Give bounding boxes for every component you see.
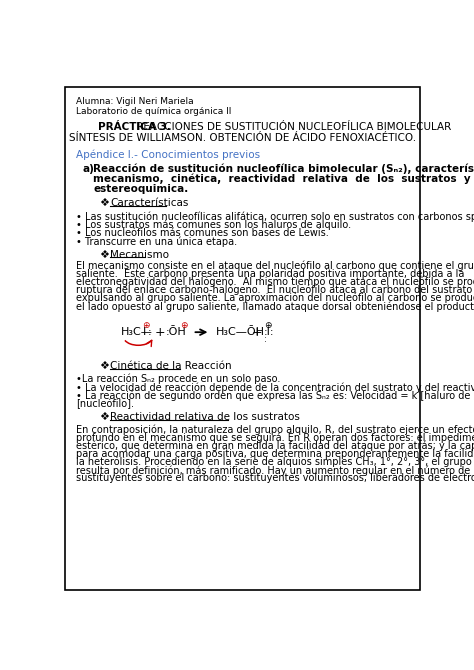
Text: H₃C—ŌH: H₃C—ŌH <box>216 327 265 337</box>
Text: ❖: ❖ <box>100 412 109 422</box>
Text: ⊕: ⊕ <box>264 321 271 330</box>
Text: Reacción de sustitución nucleofílica bimolecular (Sₙ₂), características,: Reacción de sustitución nucleofílica bim… <box>93 163 474 174</box>
Text: ⊕: ⊕ <box>142 321 150 330</box>
Text: estérico, que determina en gran medida la facilidad del ataque por atrás; y la c: estérico, que determina en gran medida l… <box>76 441 474 452</box>
Text: sustituyentes sobre el carbono: sustituyentes voluminosos, liberadores de electr: sustituyentes sobre el carbono: sustituy… <box>76 473 474 483</box>
Text: • Los sustratos más comunes son los haluros de alquilo.: • Los sustratos más comunes son los halu… <box>76 220 351 230</box>
Text: PRÁCTICA 3.: PRÁCTICA 3. <box>98 122 171 132</box>
Text: a): a) <box>82 163 94 174</box>
Text: [nucleófilo].: [nucleófilo]. <box>76 399 134 409</box>
Text: Alumna: Vigil Neri Mariela: Alumna: Vigil Neri Mariela <box>76 97 194 107</box>
Text: Características: Características <box>110 198 189 208</box>
Text: electronegatividad del halógeno.  Al mismo tiempo que ataca el nucleófilo se pro: electronegatividad del halógeno. Al mism… <box>76 277 474 287</box>
Text: REACCIONES DE SUSTITUCIÓN NUCLEOFÍLICA BIMOLECULAR: REACCIONES DE SUSTITUCIÓN NUCLEOFÍLICA B… <box>133 122 451 132</box>
Text: • La reacción de segundo orden que expresa las Sₙ₂ es: Velocidad = k [haluro de : • La reacción de segundo orden que expre… <box>76 391 474 401</box>
Text: Reactividad relativa de los sustratos: Reactividad relativa de los sustratos <box>110 412 300 422</box>
Text: saliente.  Este carbono presenta una polaridad positiva importante, debida a la: saliente. Este carbono presenta una pola… <box>76 269 465 279</box>
Text: +: + <box>251 326 262 339</box>
Text: para acomodar una carga positiva, que determina preponderantemente la facilidad : para acomodar una carga positiva, que de… <box>76 449 474 459</box>
Text: estereoquimica.: estereoquimica. <box>93 184 189 194</box>
Text: ⊕: ⊕ <box>180 321 188 330</box>
Text: Laboratorio de química orgánica II: Laboratorio de química orgánica II <box>76 107 232 116</box>
Text: SÍNTESIS DE WILLIAMSON. OBTENCIÓN DE ÁCIDO FENOXIACÉTICO.: SÍNTESIS DE WILLIAMSON. OBTENCIÓN DE ÁCI… <box>69 133 417 143</box>
Text: resulta por definición, más ramificado. Hay un aumento regular en el número de: resulta por definición, más ramificado. … <box>76 465 471 476</box>
Text: • Transcurre en una única etapa.: • Transcurre en una única etapa. <box>76 237 237 247</box>
Text: profundo en el mecanismo que se seguirá. En R operan dos factores: el impediment: profundo en el mecanismo que se seguirá.… <box>76 433 474 443</box>
Text: :: : <box>264 334 266 344</box>
Text: +: + <box>155 326 165 339</box>
Text: mecanismo,  cinética,  reactividad  relativa  de  los  sustratos  y: mecanismo, cinética, reactividad relativ… <box>93 174 471 184</box>
Text: expulsando al grupo saliente. La aproximación del nucleófilo al carbono se produ: expulsando al grupo saliente. La aproxim… <box>76 293 474 304</box>
Text: ❖: ❖ <box>100 250 109 260</box>
Text: • Los nucleófilos más comunes son bases de Lewis.: • Los nucleófilos más comunes son bases … <box>76 228 329 239</box>
FancyBboxPatch shape <box>65 86 420 590</box>
Text: :I:: :I: <box>264 327 274 337</box>
Text: H₃C—: H₃C— <box>121 327 153 337</box>
Text: En contraposición, la naturaleza del grupo alquilo, R, del sustrato ejerce un ef: En contraposición, la naturaleza del gru… <box>76 425 474 435</box>
Text: Mecanismo: Mecanismo <box>110 250 169 260</box>
Text: ruptura del enlace carbono-halógeno.  El nucleófilo ataca al carbono del sustrat: ruptura del enlace carbono-halógeno. El … <box>76 285 473 295</box>
Text: I: I <box>143 327 146 337</box>
Text: :: : <box>147 327 151 337</box>
Text: ❖: ❖ <box>100 198 109 208</box>
Text: • Las sustitución nucleofílicas alifática, ocurren solo en sustratos con carbono: • Las sustitución nucleofílicas alifátic… <box>76 211 474 222</box>
Text: Cinética de la Reacción: Cinética de la Reacción <box>110 361 232 371</box>
Text: • La velocidad de reacción depende de la concentración del sustrato y del reacti: • La velocidad de reacción depende de la… <box>76 383 474 393</box>
Text: el lado opuesto al grupo saliente, llamado ataque dorsal obteniéndose el product: el lado opuesto al grupo saliente, llama… <box>76 301 474 312</box>
Text: la heterólisis. Procediendo en la serie de alquios simples CH₃, 1°, 2°, 3°, el g: la heterólisis. Procediendo en la serie … <box>76 457 474 468</box>
Text: El mecanismo consiste en el ataque del nucleófilo al carbono que contiene el gru: El mecanismo consiste en el ataque del n… <box>76 261 474 271</box>
Text: •La reacción Sₙ₂ procede en un solo paso.: •La reacción Sₙ₂ procede en un solo paso… <box>76 374 281 385</box>
Text: :ŌH: :ŌH <box>166 327 187 337</box>
Text: Apéndice I.- Conocimientos previos: Apéndice I.- Conocimientos previos <box>76 149 260 160</box>
Text: ❖: ❖ <box>100 361 109 371</box>
